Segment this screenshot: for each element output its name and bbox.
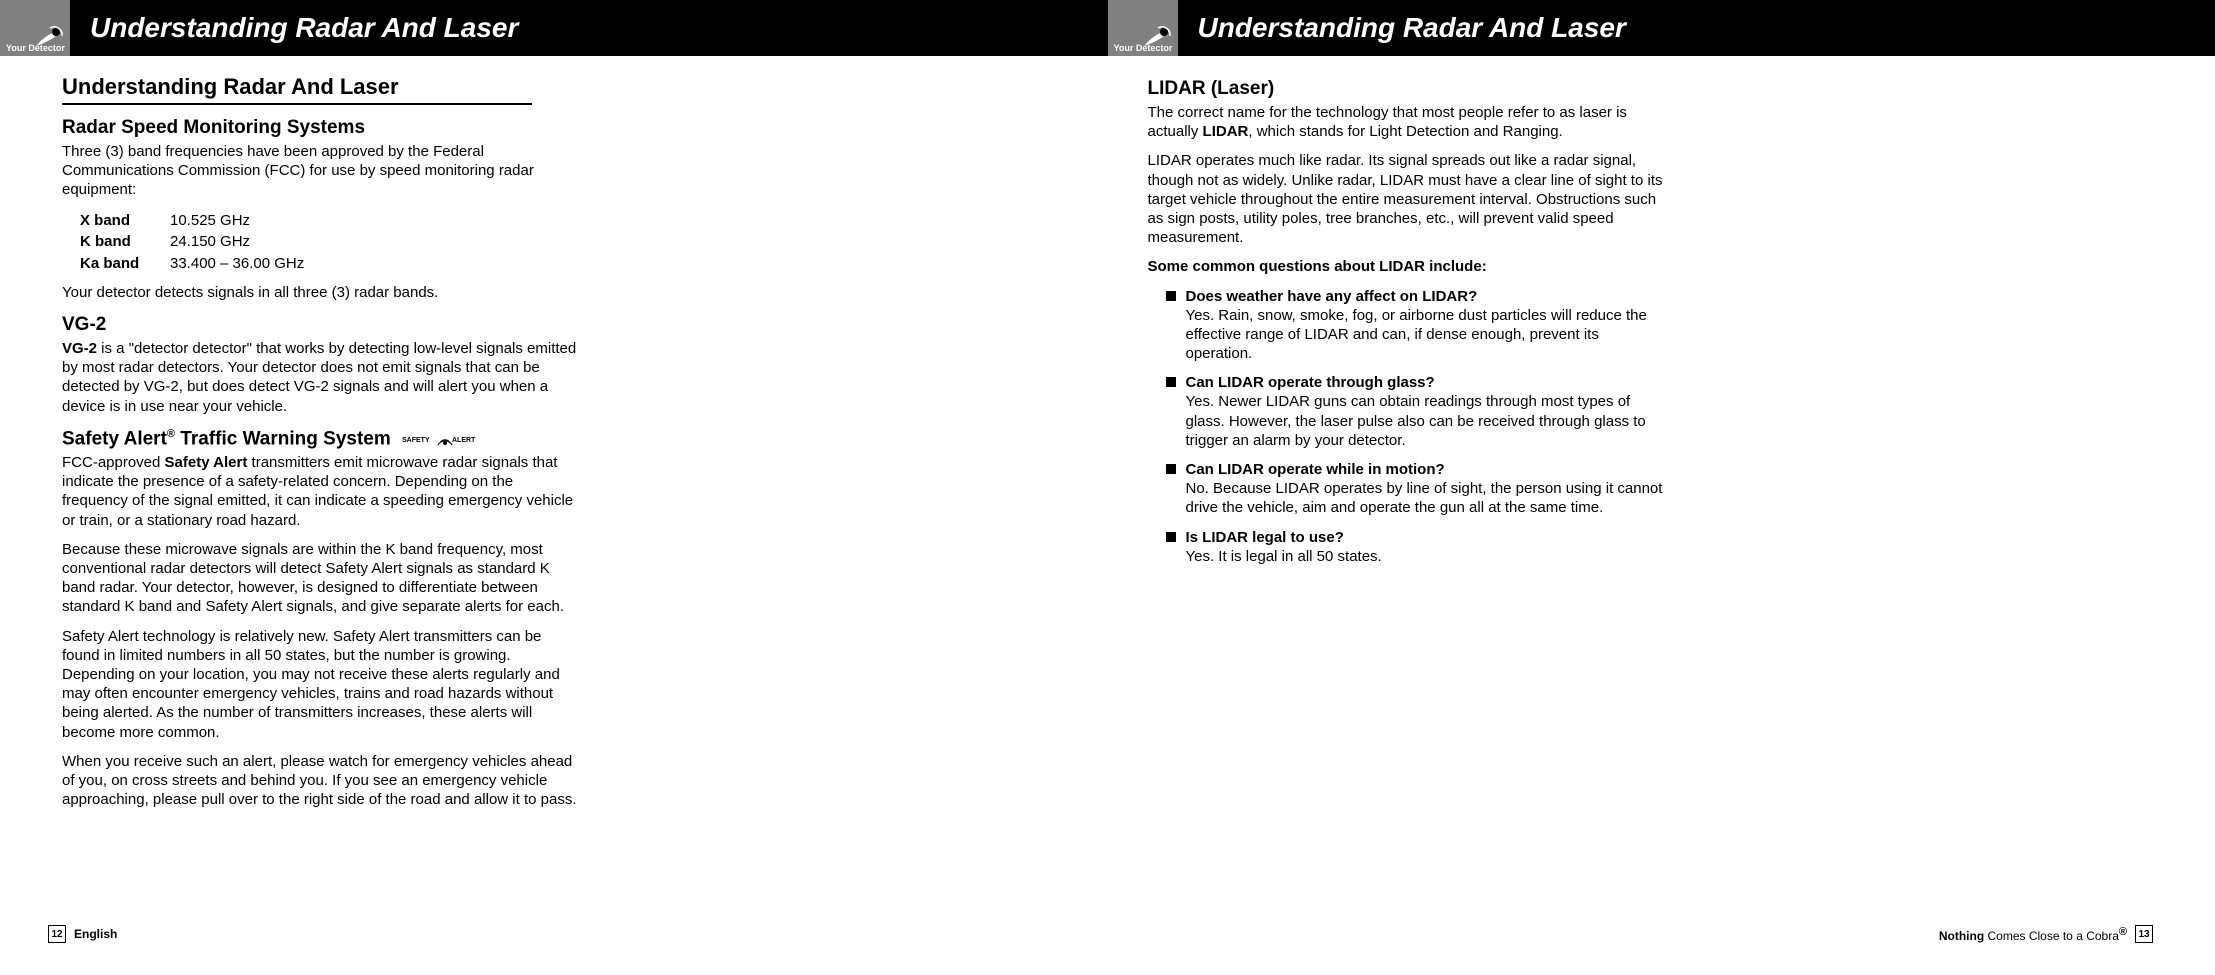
lidar-title: LIDAR (Laser) bbox=[1148, 78, 2154, 100]
footer-text-left: English bbox=[74, 927, 117, 941]
vg2-lead: VG-2 bbox=[62, 340, 97, 357]
qa-text: Does weather have any affect on LIDAR? Y… bbox=[1186, 287, 1666, 364]
band-table: X band 10.525 GHz K band 24.150 GHz Ka b… bbox=[80, 210, 1068, 275]
radar-title: Radar Speed Monitoring Systems bbox=[62, 117, 1068, 139]
square-bullet-icon bbox=[1166, 291, 1176, 301]
safety-p2: Because these microwave signals are with… bbox=[62, 540, 582, 617]
content-right: LIDAR (Laser) The correct name for the t… bbox=[1108, 56, 2215, 566]
footer-right: Nothing Comes Close to a Cobra® 13 bbox=[1939, 925, 2153, 943]
page-number: 12 bbox=[48, 925, 66, 943]
detector-swoosh-icon bbox=[1142, 22, 1172, 52]
detector-swoosh-icon bbox=[34, 22, 64, 52]
lidar-qa-intro: Some common questions about LIDAR includ… bbox=[1148, 257, 1668, 276]
radar-intro: Three (3) band frequencies have been app… bbox=[62, 142, 582, 200]
footer-bold: Nothing bbox=[1939, 929, 1984, 943]
footer-left: 12 English bbox=[48, 925, 117, 943]
band-row: Ka band 33.400 – 36.00 GHz bbox=[80, 253, 1068, 275]
vg2-body: VG-2 is a "detector detector" that works… bbox=[62, 339, 582, 416]
safety-title-a: Safety Alert bbox=[62, 428, 167, 449]
lidar-p1: The correct name for the technology that… bbox=[1148, 103, 1668, 141]
page-right: Your Detector Understanding Radar And La… bbox=[1108, 0, 2215, 975]
band-row: K band 24.150 GHz bbox=[80, 231, 1068, 253]
lidar-p2: LIDAR operates much like radar. Its sign… bbox=[1148, 151, 1668, 247]
safety-alert-logo-text-a: SAFETY bbox=[402, 437, 430, 444]
safety-p1-a: FCC-approved bbox=[62, 454, 165, 471]
header-title: Understanding Radar And Laser bbox=[1198, 12, 1626, 44]
main-section-title: Understanding Radar And Laser bbox=[62, 74, 532, 105]
square-bullet-icon bbox=[1166, 532, 1176, 542]
safety-alert-logo-text-b: ALERT bbox=[452, 437, 476, 444]
safety-p1: FCC-approved Safety Alert transmitters e… bbox=[62, 453, 582, 530]
qa-question: Can LIDAR operate through glass? bbox=[1186, 373, 1666, 392]
qa-item: Can LIDAR operate through glass? Yes. Ne… bbox=[1166, 373, 1666, 450]
square-bullet-icon bbox=[1166, 464, 1176, 474]
qa-item: Can LIDAR operate while in motion? No. B… bbox=[1166, 460, 1666, 518]
qa-answer: Yes. Newer LIDAR guns can obtain reading… bbox=[1186, 392, 1666, 450]
qa-text: Can LIDAR operate while in motion? No. B… bbox=[1186, 460, 1666, 518]
footer-light: Comes Close to a Cobra bbox=[1984, 929, 2119, 943]
header-tab: Your Detector bbox=[1108, 0, 1178, 56]
safety-p4: When you receive such an alert, please w… bbox=[62, 752, 582, 810]
header-bar-left: Your Detector Understanding Radar And La… bbox=[0, 0, 1108, 56]
qa-answer: Yes. It is legal in all 50 states. bbox=[1186, 547, 1666, 566]
qa-text: Is LIDAR legal to use? Yes. It is legal … bbox=[1186, 528, 1666, 566]
band-freq: 33.400 – 36.00 GHz bbox=[170, 253, 304, 275]
vg2-rest: is a "detector detector" that works by d… bbox=[62, 340, 576, 415]
qa-answer: Yes. Rain, snow, smoke, fog, or airborne… bbox=[1186, 306, 1666, 364]
qa-list: Does weather have any affect on LIDAR? Y… bbox=[1166, 287, 1666, 566]
safety-title: Safety Alert® Traffic Warning System SAF… bbox=[62, 428, 1068, 450]
qa-item: Does weather have any affect on LIDAR? Y… bbox=[1166, 287, 1666, 364]
content-left: Understanding Radar And Laser Radar Spee… bbox=[0, 56, 1108, 809]
registered-mark: ® bbox=[2119, 926, 2127, 938]
band-row: X band 10.525 GHz bbox=[80, 210, 1068, 232]
page-number: 13 bbox=[2135, 925, 2153, 943]
safety-title-b: Traffic Warning System bbox=[175, 428, 391, 449]
lidar-p1-c: , which stands for Light Detection and R… bbox=[1248, 123, 1562, 140]
qa-question: Is LIDAR legal to use? bbox=[1186, 528, 1666, 547]
safety-p1-b: Safety Alert bbox=[165, 454, 248, 471]
qa-answer: No. Because LIDAR operates by line of si… bbox=[1186, 479, 1666, 517]
safety-alert-logo-icon: SAFETY ALERT bbox=[402, 428, 488, 450]
qa-text: Can LIDAR operate through glass? Yes. Ne… bbox=[1186, 373, 1666, 450]
qa-question: Can LIDAR operate while in motion? bbox=[1186, 460, 1666, 479]
header-tab: Your Detector bbox=[0, 0, 70, 56]
header-title: Understanding Radar And Laser bbox=[90, 12, 518, 44]
vg2-title: VG-2 bbox=[62, 314, 1068, 336]
header-bar-right: Your Detector Understanding Radar And La… bbox=[1108, 0, 2215, 56]
square-bullet-icon bbox=[1166, 377, 1176, 387]
band-name: K band bbox=[80, 231, 170, 253]
page-spread: Your Detector Understanding Radar And La… bbox=[0, 0, 2215, 975]
qa-question: Does weather have any affect on LIDAR? bbox=[1186, 287, 1666, 306]
page-left: Your Detector Understanding Radar And La… bbox=[0, 0, 1108, 975]
footer-text-right: Nothing Comes Close to a Cobra® bbox=[1939, 926, 2127, 943]
lidar-p1-b: LIDAR bbox=[1203, 123, 1249, 140]
registered-mark: ® bbox=[167, 428, 175, 440]
radar-outro: Your detector detects signals in all thr… bbox=[62, 283, 582, 302]
band-name: Ka band bbox=[80, 253, 170, 275]
band-freq: 10.525 GHz bbox=[170, 210, 250, 232]
qa-item: Is LIDAR legal to use? Yes. It is legal … bbox=[1166, 528, 1666, 566]
safety-p3: Safety Alert technology is relatively ne… bbox=[62, 627, 582, 742]
band-name: X band bbox=[80, 210, 170, 232]
band-freq: 24.150 GHz bbox=[170, 231, 250, 253]
